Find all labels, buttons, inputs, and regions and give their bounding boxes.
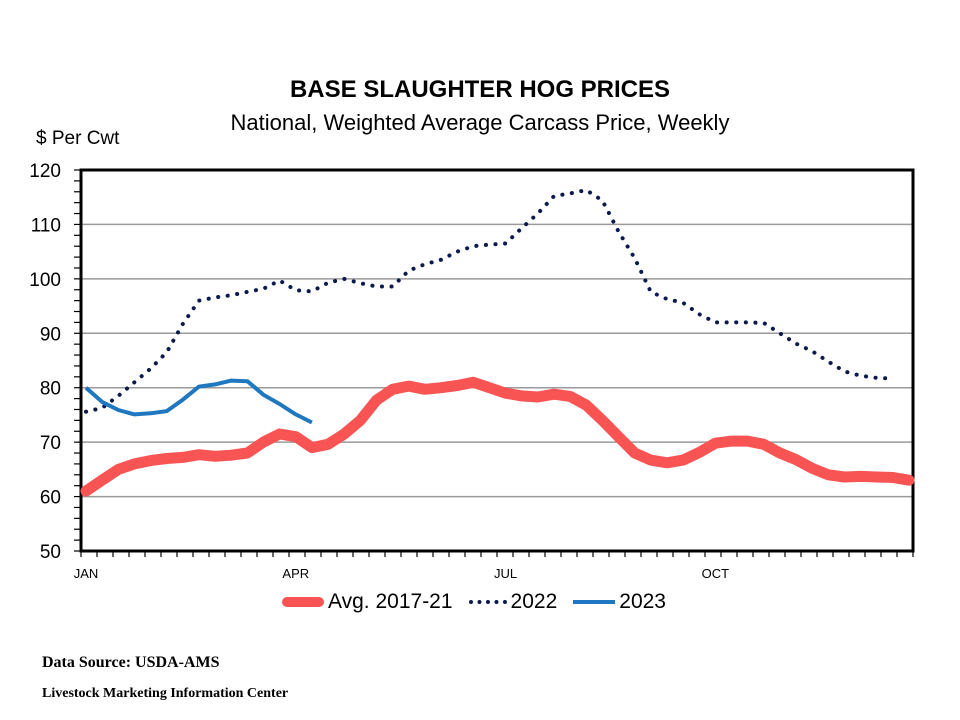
- y-tick-label: 110: [31, 215, 61, 236]
- chart-title: BASE SLAUGHTER HOG PRICES: [289, 76, 671, 103]
- x-tick-label: OCT: [702, 566, 730, 581]
- chart-subtitle: National, Weighted Average Carcass Price…: [230, 110, 730, 135]
- legend-swatch-avg: [282, 597, 324, 607]
- x-tick-label: JAN: [74, 566, 99, 581]
- plot-frame: [79, 168, 915, 553]
- legend-label-2023: 2023: [619, 590, 666, 613]
- series-line-avg-2017-21: [80, 376, 915, 497]
- y-tick-label: 100: [29, 270, 61, 291]
- y-tick-label: 50: [40, 542, 61, 563]
- y-tick-label: 80: [40, 379, 61, 400]
- series-line-2022: [84, 188, 895, 414]
- series-line-2023: [84, 378, 313, 425]
- y-tick-label: 120: [29, 161, 61, 182]
- y-axis-label: $ Per Cwt: [36, 128, 120, 149]
- y-tick-label: 60: [40, 488, 61, 509]
- legend: Avg. 2017-21 2022 2023: [282, 590, 682, 614]
- x-tick-label: JUL: [494, 566, 517, 581]
- legend-swatch-2023: [573, 600, 616, 604]
- y-tick-label: 70: [40, 433, 61, 454]
- organization-credit: Livestock Marketing Information Center: [42, 686, 289, 701]
- legend-item-2022: 2022: [468, 590, 558, 614]
- data-source: Data Source: USDA-AMS: [42, 654, 220, 671]
- legend-item-2023: 2023: [573, 590, 666, 614]
- y-tick-label: 90: [40, 324, 61, 345]
- x-tick-label: APR: [282, 566, 309, 581]
- legend-label-2022: 2022: [510, 590, 558, 613]
- legend-label-avg: Avg. 2017-21: [328, 590, 453, 613]
- legend-item-avg: Avg. 2017-21: [282, 590, 453, 614]
- legend-swatch-2022: [468, 600, 507, 604]
